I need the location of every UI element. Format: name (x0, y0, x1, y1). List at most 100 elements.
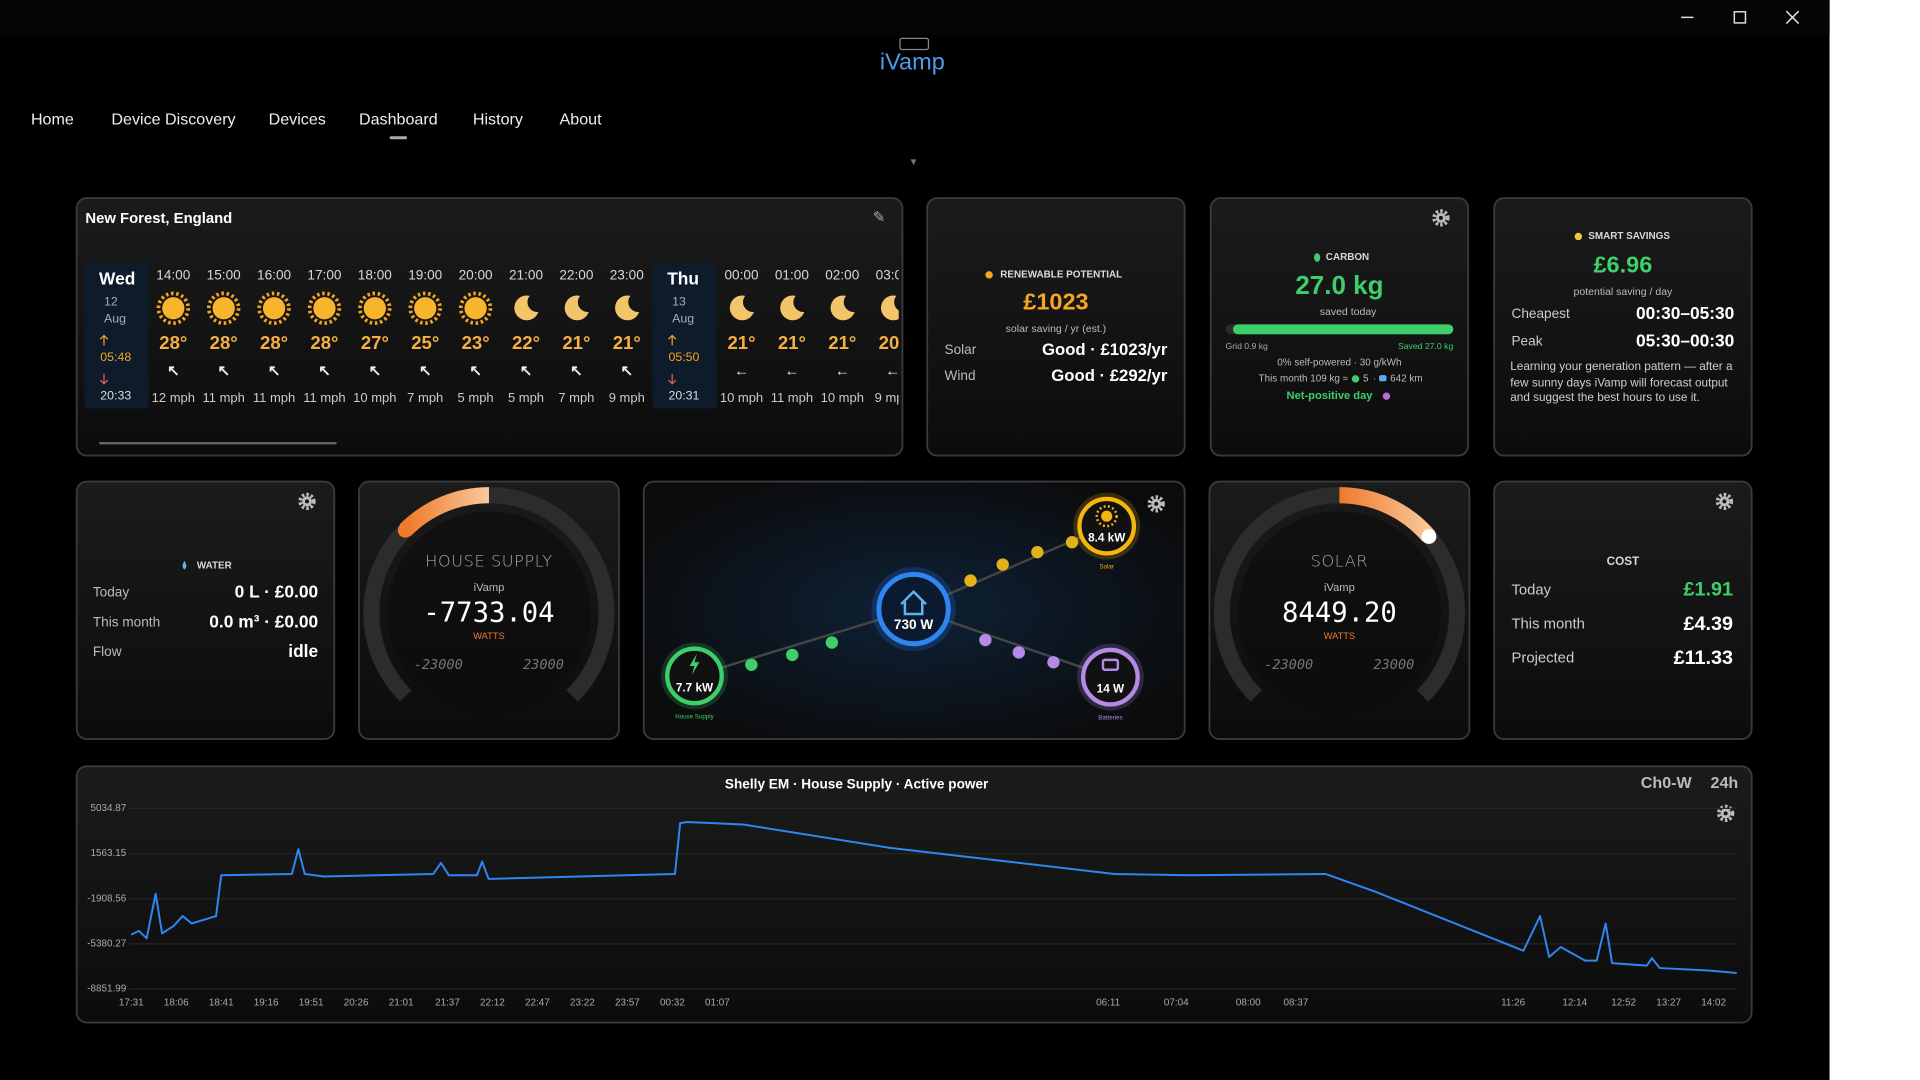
nav-item[interactable]: Device Discovery (111, 110, 235, 128)
sun-icon (1101, 510, 1113, 522)
row-value: 0 L · £0.00 (235, 582, 319, 602)
location: New Forest, England (85, 211, 232, 227)
moon-icon (514, 295, 539, 321)
hour-temp: 27° (361, 332, 389, 353)
settings-button[interactable] (1147, 495, 1165, 513)
savings-card (1493, 197, 1753, 457)
channel-selector[interactable]: Ch0-W (1641, 774, 1693, 792)
wind-direction: ↖ (167, 363, 179, 379)
flow-dot (825, 636, 839, 649)
chart-title: Shelly EM · House Supply · Active power (725, 776, 989, 791)
row-label: Wind (945, 368, 976, 383)
wind-speed: 5 mph (508, 390, 544, 405)
moon-icon (729, 295, 754, 321)
card-caption: potential saving / day (1574, 286, 1674, 298)
close-button[interactable] (1785, 10, 1800, 25)
sunrise: 05:48 (100, 350, 131, 364)
hour-time: 01:00 (775, 268, 809, 283)
hour-time: 22:00 (559, 268, 593, 283)
sun-icon (162, 297, 185, 320)
wind-speed: 11 mph (771, 390, 813, 405)
card-heading: COST (1607, 555, 1640, 568)
gauge-max: 23000 (523, 657, 564, 673)
row-value: 0.0 m³ · £0.00 (209, 611, 318, 631)
wind-direction: ↖ (520, 363, 532, 379)
y-tick-label: 5034.87 (91, 803, 127, 814)
carbon-month: This month 109 kg ≈ (1259, 373, 1349, 384)
card-heading: CARBON (1326, 252, 1369, 263)
hour-time: 20:00 (459, 268, 493, 283)
sunrise-icon (668, 334, 677, 346)
wind-direction: ← (885, 363, 900, 379)
flow-dot (745, 658, 758, 671)
range-selector[interactable]: 24h (1711, 774, 1739, 792)
x-tick-label: 22:47 (525, 997, 550, 1008)
scrollbar[interactable] (99, 441, 337, 445)
row-value: Good · £1023/yr (1042, 340, 1168, 359)
wind-direction: ↖ (318, 363, 330, 379)
hour-temp: 21° (828, 332, 856, 353)
wind-direction: ↖ (217, 363, 229, 379)
gauge-title: HOUSE SUPPLY (425, 552, 552, 571)
wind-direction: ↖ (419, 363, 431, 379)
sun-icon (414, 297, 437, 320)
gauge-knob (1421, 529, 1437, 544)
gear-teeth (1147, 495, 1165, 513)
gear-hole (1723, 811, 1728, 816)
edit-button[interactable]: ✎ (873, 210, 885, 226)
nav-active-indicator (389, 136, 407, 140)
gauge-knob (397, 522, 413, 538)
expand-indicator[interactable]: ▼ (909, 157, 919, 168)
y-tick-label: -8851.99 (87, 984, 127, 995)
moon-icon (615, 295, 640, 321)
flow-node (1081, 647, 1140, 707)
settings-button[interactable] (298, 492, 316, 511)
row-label: Peak (1511, 333, 1542, 348)
carbon-distance: 642 km (1390, 373, 1422, 384)
bar-label: Grid 0.9 kg (1226, 341, 1269, 351)
node-label: House Supply (675, 713, 714, 720)
x-tick-label: 01:07 (705, 997, 730, 1008)
maximize-button[interactable] (1733, 11, 1747, 24)
card-value: £6.96 (1593, 251, 1652, 277)
wind-speed: 10 mph (720, 390, 763, 405)
nav-item[interactable]: History (473, 110, 523, 128)
flow-dot (786, 648, 799, 662)
row-value: idle (288, 641, 318, 661)
nav-item[interactable]: About (560, 110, 603, 128)
row-label: This month (1511, 616, 1584, 632)
tree-icon (1351, 375, 1360, 383)
wind-speed: 11 mph (203, 390, 245, 405)
gauge-source: iVamp (1324, 582, 1355, 594)
car-icon (1379, 375, 1387, 382)
sunset: 20:31 (668, 388, 699, 402)
dashboard: Home Device Discovery Devices Dashboard Hist… (31, 110, 1753, 1024)
carbon-bar-fill (1232, 324, 1454, 335)
settings-button[interactable] (1432, 209, 1450, 227)
flow-dot (1031, 545, 1044, 559)
settings-button[interactable] (1716, 804, 1735, 822)
node-value: 7.7 kW (676, 681, 714, 694)
gauge-title: SOLAR (1311, 552, 1368, 571)
x-tick-label: 22:12 (480, 997, 505, 1008)
wind-speed: 10 mph (821, 390, 864, 405)
day-date: 12 (104, 294, 118, 308)
nav-item[interactable]: Home (31, 110, 74, 128)
nav-item[interactable]: Devices (269, 110, 326, 128)
wind-speed: 10 mph (353, 390, 396, 405)
hour-temp: 28° (310, 332, 338, 353)
moon-icon (780, 295, 805, 321)
settings-button[interactable] (1715, 492, 1734, 511)
x-tick-label: 18:06 (164, 997, 189, 1008)
weather-card (75, 197, 904, 457)
hour-temp: 28° (159, 332, 187, 353)
hour-time: 14:00 (156, 268, 190, 283)
hour-time: 02:00 (825, 268, 859, 283)
hour-temp: 22° (512, 332, 540, 353)
nav-item[interactable]: Dashboard (359, 110, 438, 128)
hour-time: 21:00 (509, 268, 543, 283)
gear-hole (1438, 215, 1443, 220)
hour-time: 03:00 (876, 268, 910, 283)
sunrise-icon (99, 334, 109, 346)
